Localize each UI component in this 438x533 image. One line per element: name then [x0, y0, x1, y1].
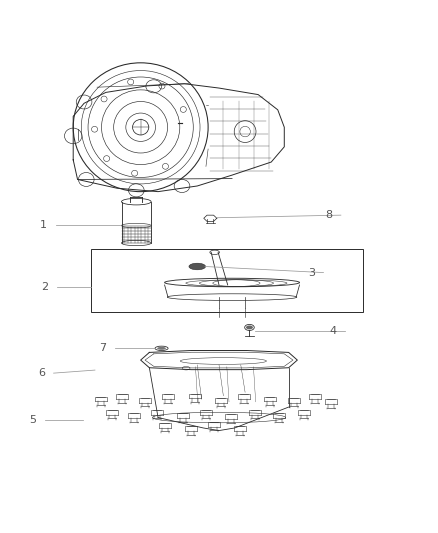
Text: 6: 6 — [38, 368, 45, 378]
Text: 7: 7 — [99, 343, 106, 353]
Text: 2: 2 — [41, 282, 48, 293]
Text: 5: 5 — [29, 415, 36, 425]
Ellipse shape — [246, 326, 253, 329]
Text: 4: 4 — [329, 326, 336, 336]
Ellipse shape — [157, 347, 166, 350]
Text: 1: 1 — [40, 220, 47, 230]
Text: 8: 8 — [325, 210, 332, 220]
Text: 3: 3 — [308, 268, 315, 278]
Bar — [91, 249, 363, 312]
Ellipse shape — [189, 263, 205, 270]
